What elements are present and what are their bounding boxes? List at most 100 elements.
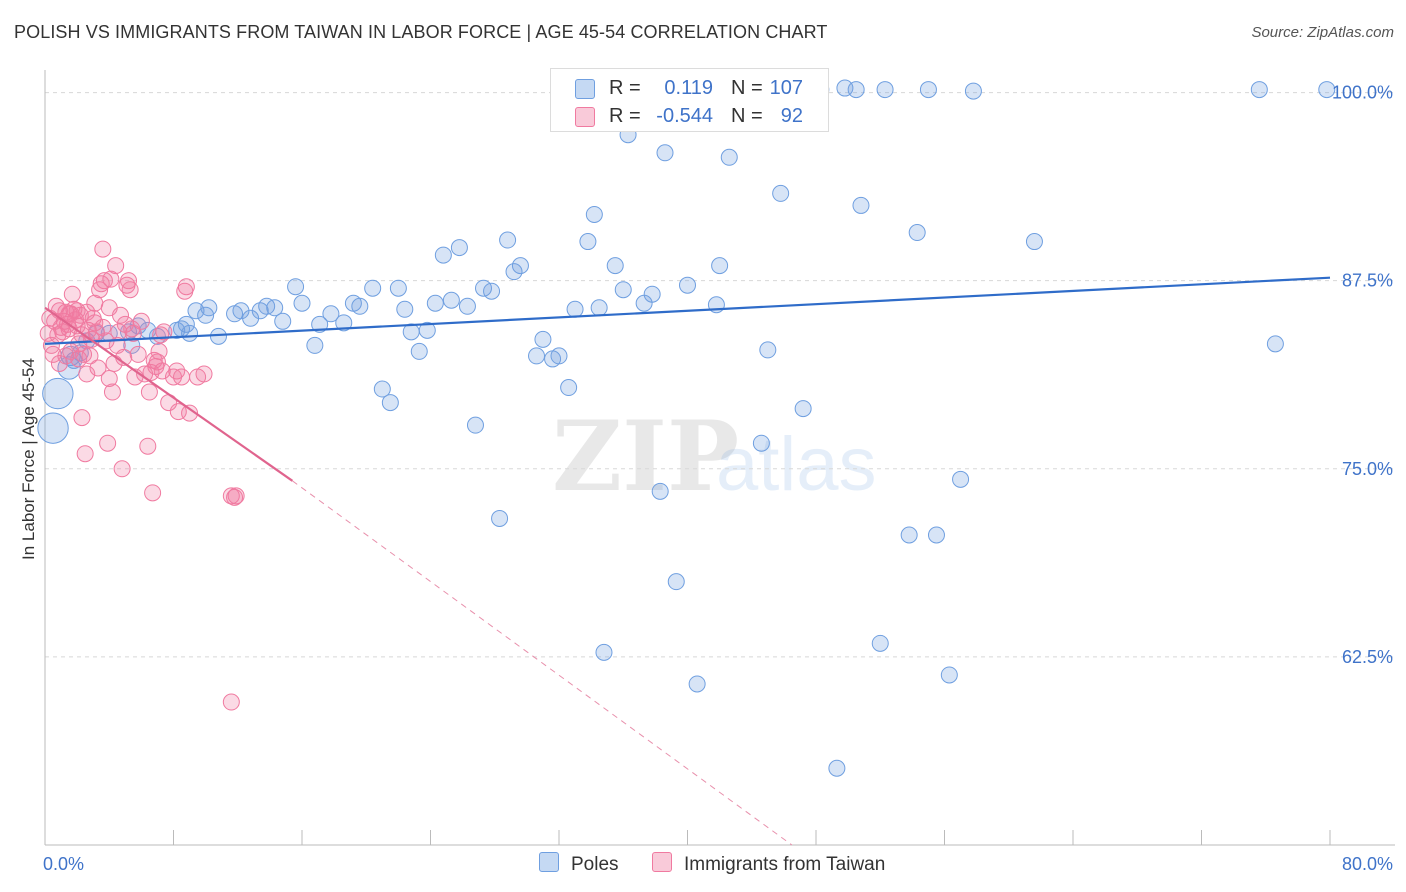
data-point bbox=[900, 526, 918, 544]
data-point bbox=[711, 257, 729, 275]
data-point bbox=[94, 240, 112, 258]
series-poles-points bbox=[37, 79, 1336, 777]
data-point bbox=[173, 368, 191, 386]
data-point bbox=[614, 281, 632, 299]
axis-labels: 62.5% 75.0% 87.5% 100.0% 0.0% 80.0% bbox=[43, 83, 1393, 874]
data-point bbox=[103, 383, 121, 401]
data-point bbox=[389, 279, 407, 297]
data-point bbox=[466, 416, 484, 434]
n-label: N = bbox=[731, 77, 763, 99]
data-point bbox=[396, 300, 414, 318]
watermark-zip: ZIP bbox=[552, 400, 739, 513]
data-point bbox=[177, 315, 195, 333]
n-label: N = bbox=[731, 105, 763, 127]
data-point bbox=[828, 759, 846, 777]
data-point bbox=[335, 314, 353, 332]
trend-line-taiwan bbox=[44, 306, 293, 482]
x-tick-label-min: 0.0% bbox=[43, 854, 84, 874]
data-point bbox=[434, 246, 452, 264]
data-point bbox=[505, 263, 523, 281]
data-point bbox=[140, 383, 158, 401]
n-value: 92 bbox=[780, 105, 803, 127]
y-tick-label: 75.0% bbox=[1342, 459, 1393, 479]
data-point bbox=[107, 257, 125, 275]
data-point bbox=[209, 327, 227, 345]
chart-title: POLISH VS IMMIGRANTS FROM TAIWAN IN LABO… bbox=[14, 22, 828, 42]
data-point bbox=[42, 377, 74, 410]
data-point bbox=[177, 278, 195, 296]
data-point bbox=[964, 82, 982, 100]
data-point bbox=[927, 526, 945, 544]
data-point bbox=[76, 445, 94, 463]
data-point bbox=[121, 281, 139, 299]
data-point bbox=[1266, 335, 1284, 353]
data-point bbox=[606, 257, 624, 275]
data-point bbox=[111, 306, 129, 324]
taiwan-legend-swatch bbox=[652, 852, 672, 872]
data-point bbox=[181, 324, 199, 342]
legend-label-poles: Poles bbox=[571, 854, 619, 875]
taiwan-swatch bbox=[575, 107, 595, 127]
data-point bbox=[585, 205, 603, 223]
data-point bbox=[667, 573, 685, 591]
data-point bbox=[129, 345, 147, 363]
data-point bbox=[70, 335, 88, 353]
data-point bbox=[560, 379, 578, 397]
data-point bbox=[794, 400, 812, 418]
y-axis-title: In Labor Force | Age 45-54 bbox=[19, 358, 38, 560]
data-point bbox=[876, 81, 894, 99]
data-point bbox=[148, 353, 166, 371]
data-point bbox=[450, 239, 468, 257]
data-point bbox=[442, 291, 460, 309]
data-point bbox=[643, 285, 661, 303]
stats-legend: R = 0.119 N = 107 R = -0.544 N = 92 bbox=[550, 68, 829, 132]
data-point bbox=[908, 224, 926, 242]
data-point bbox=[566, 300, 584, 318]
data-point bbox=[195, 365, 213, 383]
y-tick-label: 87.5% bbox=[1342, 271, 1393, 291]
trend-line-poles bbox=[44, 276, 1331, 345]
axes bbox=[44, 70, 1395, 846]
r-label: R = bbox=[609, 105, 641, 127]
legend-item-taiwan[interactable]: Immigrants from Taiwan bbox=[652, 852, 885, 876]
data-point bbox=[511, 257, 529, 275]
data-point bbox=[266, 299, 284, 317]
data-point bbox=[86, 314, 104, 332]
data-point bbox=[1250, 81, 1268, 99]
data-point bbox=[306, 336, 324, 354]
data-point bbox=[293, 294, 311, 312]
watermark-atlas: atlas bbox=[716, 422, 877, 507]
data-point bbox=[287, 278, 305, 296]
data-point bbox=[37, 412, 69, 444]
data-point bbox=[351, 297, 369, 315]
data-point bbox=[550, 347, 568, 365]
watermark: ZIP atlas bbox=[552, 400, 877, 513]
data-point bbox=[373, 380, 391, 398]
data-point bbox=[99, 434, 117, 452]
data-point bbox=[590, 299, 608, 317]
data-point bbox=[595, 643, 613, 661]
data-point bbox=[679, 276, 696, 294]
n-value: 107 bbox=[769, 77, 803, 99]
x-tick-label-max: 80.0% bbox=[1342, 854, 1393, 874]
data-point bbox=[57, 347, 75, 365]
legend-item-poles[interactable]: Poles bbox=[539, 852, 619, 876]
data-point bbox=[322, 305, 340, 323]
data-point bbox=[155, 323, 173, 341]
source-label: Source: ZipAtlas.com bbox=[1251, 24, 1394, 41]
data-point bbox=[63, 285, 81, 303]
data-point bbox=[132, 312, 150, 330]
data-point bbox=[852, 196, 870, 214]
data-point bbox=[100, 369, 118, 387]
data-point bbox=[227, 487, 245, 505]
data-point bbox=[651, 482, 669, 500]
data-point bbox=[187, 302, 205, 320]
poles-swatch bbox=[575, 79, 595, 99]
y-tick-label: 100.0% bbox=[1332, 83, 1393, 103]
data-point bbox=[92, 275, 110, 293]
series-taiwan-points bbox=[39, 240, 245, 711]
grid-lines bbox=[45, 92, 1395, 658]
r-label: R = bbox=[609, 77, 641, 99]
data-point bbox=[720, 148, 738, 166]
data-point bbox=[426, 294, 444, 312]
